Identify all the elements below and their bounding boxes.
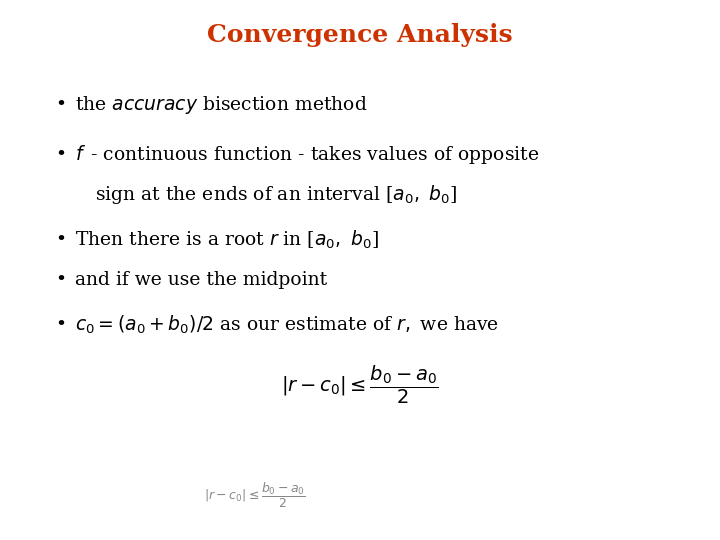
Text: •: •	[55, 146, 66, 164]
Text: •: •	[55, 231, 66, 249]
Text: Convergence Analysis: Convergence Analysis	[207, 23, 513, 47]
Text: •: •	[55, 96, 66, 114]
Text: $|r - c_0| \leq \dfrac{b_0 - a_0}{2}$: $|r - c_0| \leq \dfrac{b_0 - a_0}{2}$	[281, 364, 439, 406]
Text: and if we use the midpoint: and if we use the midpoint	[75, 271, 327, 289]
Text: Then there is a root $r$ in [$a_0,\ b_0$]: Then there is a root $r$ in [$a_0,\ b_0$…	[75, 229, 379, 251]
Text: $c_0 = (a_0 + b_0)/2$ as our estimate of $r,$ we have: $c_0 = (a_0 + b_0)/2$ as our estimate of…	[75, 314, 499, 336]
Text: the $\mathit{accuracy}$ bisection method: the $\mathit{accuracy}$ bisection method	[75, 94, 367, 116]
Text: $f\,$ - continuous function - takes values of opposite: $f\,$ - continuous function - takes valu…	[75, 144, 539, 166]
Text: sign at the ends of an interval [$a_0,\ b_0$]: sign at the ends of an interval [$a_0,\ …	[95, 184, 457, 206]
Text: $|r - c_0| \leq \dfrac{b_0 - a_0}{2}$: $|r - c_0| \leq \dfrac{b_0 - a_0}{2}$	[204, 481, 306, 510]
Text: •: •	[55, 316, 66, 334]
Text: •: •	[55, 271, 66, 289]
